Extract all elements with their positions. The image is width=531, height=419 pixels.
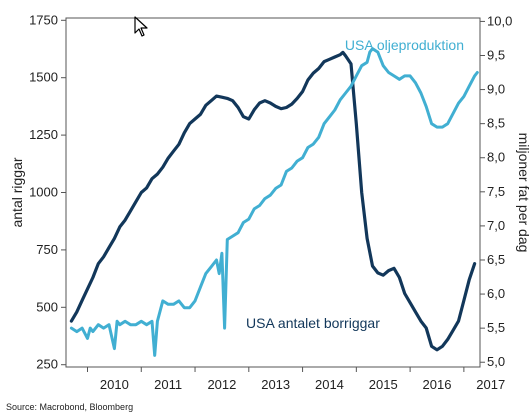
mouse-pointer-icon: [134, 16, 148, 37]
left-axis-tick-label: 1250: [29, 127, 58, 142]
series-line-oljeproduktion: [69, 47, 479, 357]
x-axis-tick-label: 2013: [261, 377, 290, 392]
series-label-oljeproduktion: USA oljeproduktion: [345, 37, 464, 53]
left-axis-tick-label: 1000: [29, 185, 58, 200]
right-axis-tick-label: 7,5: [487, 184, 505, 199]
right-axis-tick-label: 5,5: [487, 320, 505, 335]
left-axis-tick-label: 1500: [29, 70, 58, 85]
right-axis-tick-label: 9,0: [487, 82, 505, 97]
left-axis-tick-label: 750: [36, 242, 58, 257]
chart-labels: USA antalet borriggar USA oljeproduktion: [246, 37, 464, 331]
right-axis-tick-label: 5,0: [487, 354, 505, 369]
x-axis-tick-label: 2016: [423, 377, 452, 392]
right-axis-tick-label: 6,0: [487, 286, 505, 301]
x-axis-tick-label: 2015: [369, 377, 398, 392]
chart-axes: 250 500 750 1000 1250 1500 1750 5,0 5,5 6,0 6,5 7,0…: [9, 12, 531, 392]
right-axis-tick-label: 7,0: [487, 218, 505, 233]
left-axis-tick-label: 250: [36, 357, 58, 372]
left-axis-title: antal riggar: [9, 157, 25, 227]
x-axis-tick-label: 2010: [100, 377, 129, 392]
right-axis-tick-label: 8,0: [487, 150, 505, 165]
x-axis-tick-label: 2017: [476, 377, 505, 392]
right-axis-tick-label: 9,5: [487, 47, 505, 62]
chart-series: [69, 47, 479, 357]
series-label-borriggar: USA antalet borriggar: [246, 315, 380, 331]
source-note: Source: Macrobond, Bloomberg: [6, 402, 134, 412]
x-axis-tick-label: 2011: [154, 377, 182, 392]
right-axis-tick-label: 6,5: [487, 252, 505, 267]
x-axis-tick-label: 2014: [315, 377, 344, 392]
right-axis-tick-label: 10,0: [487, 13, 512, 28]
right-axis-tick-label: 8,5: [487, 116, 505, 131]
series-line-borriggar: [69, 50, 477, 352]
left-axis-tick-label: 1750: [29, 12, 58, 27]
right-axis-title: miljoner fat per dag: [516, 133, 531, 253]
left-axis-tick-label: 500: [36, 299, 58, 314]
x-axis-tick-label: 2012: [207, 377, 236, 392]
